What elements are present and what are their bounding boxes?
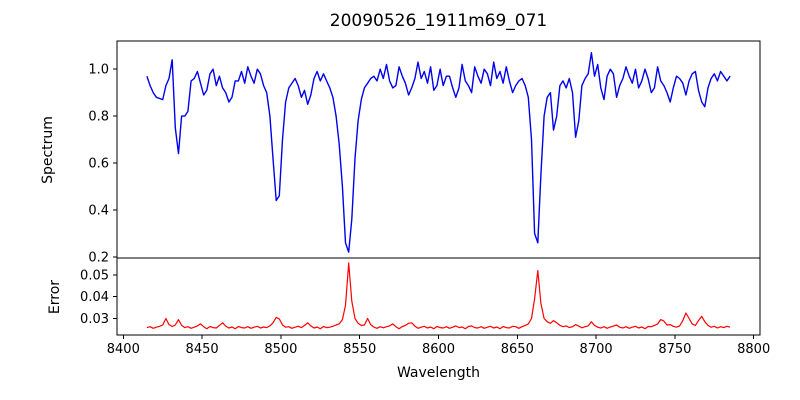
spectrum-y-tick-label: 0.6 [88,157,109,172]
x-tick-label: 8450 [186,342,219,357]
x-axis-label: Wavelength [396,365,481,381]
spectrum-line [146,52,731,253]
x-tick-label: 8550 [343,342,376,357]
error-y-tick-label: 0.05 [80,269,109,284]
x-tick-label: 8800 [737,342,770,357]
x-tick-label: 8750 [658,342,691,357]
spectrum-y-tick-label: 0.4 [88,203,109,218]
spectrum-y-tick-label: 1.0 [88,63,109,78]
x-tick-label: 8500 [264,342,297,357]
error-line [146,262,731,330]
error-y-tick-label: 0.03 [80,312,109,327]
error-panel-frame [116,257,761,336]
chart-title: 20090526_1911m69_071 [329,11,548,31]
x-tick-label: 8400 [107,342,140,357]
x-tick-label: 8650 [501,342,534,357]
spectrum-y-tick-label: 0.8 [88,110,109,125]
spectrum-y-tick-label: 0.2 [88,250,109,265]
x-tick-label: 8600 [422,342,455,357]
x-tick-label: 8700 [580,342,613,357]
error-y-tick-label: 0.04 [80,290,109,305]
